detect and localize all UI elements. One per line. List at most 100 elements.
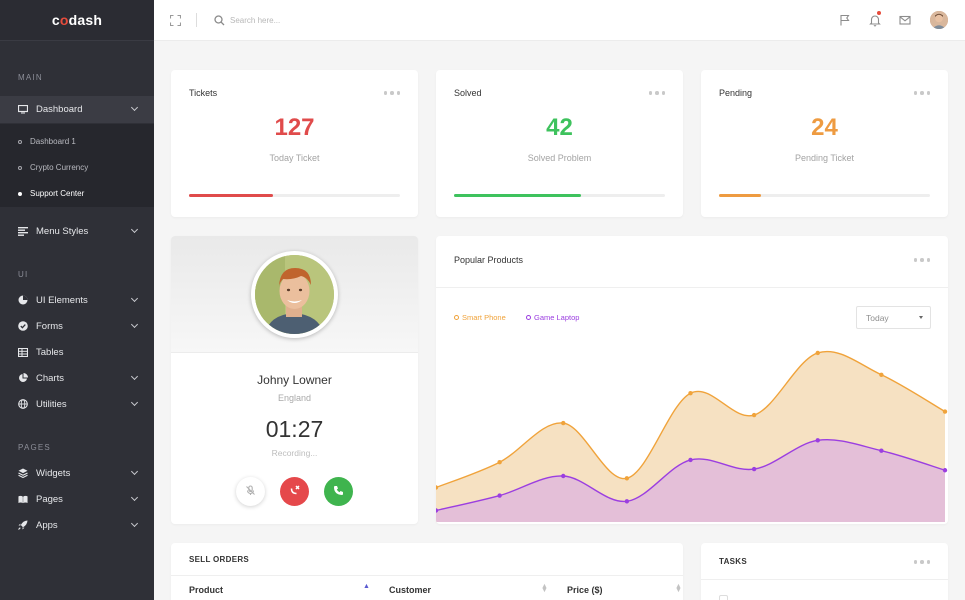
mute-button[interactable] bbox=[236, 477, 265, 506]
task-checkbox[interactable] bbox=[719, 595, 728, 600]
stat-subtitle: Solved Problem bbox=[527, 153, 592, 163]
divider bbox=[171, 575, 683, 576]
more-options-icon[interactable] bbox=[648, 91, 665, 95]
data-point[interactable] bbox=[688, 391, 693, 396]
sidebar-item-forms[interactable]: Forms bbox=[0, 313, 154, 339]
user-avatar[interactable] bbox=[930, 11, 948, 29]
mail-icon[interactable] bbox=[898, 13, 912, 27]
sidebar-item-tables[interactable]: Tables bbox=[0, 339, 154, 365]
data-point[interactable] bbox=[561, 420, 566, 426]
data-point[interactable] bbox=[436, 508, 439, 513]
stat-value: 42 bbox=[546, 114, 573, 141]
legend-item-game-laptop[interactable]: Game Laptop bbox=[526, 313, 579, 322]
book-icon bbox=[18, 494, 28, 504]
phone-icon bbox=[333, 484, 344, 499]
chevron-down-icon bbox=[130, 372, 139, 381]
flag-icon[interactable] bbox=[838, 13, 852, 27]
progress-bar bbox=[454, 194, 665, 197]
chevron-down-icon bbox=[130, 519, 139, 528]
sort-icon[interactable]: ▲ ▼ bbox=[675, 583, 682, 594]
data-point[interactable] bbox=[942, 468, 948, 473]
brand-logo[interactable]: c o dash bbox=[0, 0, 154, 41]
chevron-down-icon bbox=[130, 103, 139, 112]
submenu-item-label: Crypto Currency bbox=[30, 163, 89, 172]
monitor-icon bbox=[18, 105, 28, 115]
sidebar-item-dashboard[interactable]: Dashboard bbox=[0, 96, 154, 123]
data-point[interactable] bbox=[879, 448, 884, 453]
sidebar-item-ui-elements[interactable]: UI Elements bbox=[0, 287, 154, 313]
column-header-price[interactable]: Price ($) bbox=[567, 585, 603, 595]
column-header-customer[interactable]: Customer bbox=[389, 585, 432, 595]
section-title-pages: PAGES bbox=[18, 443, 51, 452]
mic-off-icon bbox=[245, 484, 256, 499]
section-title-main: MAIN bbox=[18, 73, 43, 82]
end-call-button[interactable] bbox=[280, 477, 309, 506]
check-circle-icon bbox=[18, 321, 28, 331]
data-point[interactable] bbox=[624, 476, 630, 481]
period-select[interactable]: Today bbox=[856, 306, 931, 329]
stat-subtitle: Pending Ticket bbox=[794, 153, 855, 163]
series-area-1 bbox=[436, 439, 945, 522]
more-options-icon[interactable] bbox=[913, 258, 930, 262]
topbar bbox=[154, 0, 965, 41]
sidebar-item-menu-styles[interactable]: Menu Styles bbox=[0, 218, 154, 244]
chevron-down-icon bbox=[130, 225, 139, 234]
submenu-item-crypto-currency[interactable]: Crypto Currency bbox=[18, 163, 88, 172]
profile-country: England bbox=[277, 393, 312, 403]
card-header bbox=[436, 236, 948, 288]
progress-fill bbox=[719, 194, 762, 197]
data-point[interactable] bbox=[815, 438, 820, 443]
sell-orders-card: SELL ORDERS Product ▲ Customer ▲ ▼ Price … bbox=[171, 543, 683, 600]
sidebar-item-utilities[interactable]: Utilities bbox=[0, 391, 154, 417]
progress-bar bbox=[189, 194, 400, 197]
data-point[interactable] bbox=[751, 412, 757, 418]
sidebar-item-apps[interactable]: Apps bbox=[0, 512, 154, 538]
fullscreen-icon[interactable] bbox=[169, 14, 182, 27]
sidebar-item-charts[interactable]: Charts bbox=[0, 365, 154, 391]
data-point[interactable] bbox=[942, 409, 948, 414]
sort-asc-icon[interactable]: ▲ bbox=[363, 583, 370, 590]
sidebar-item-label: Utilities bbox=[36, 398, 67, 410]
data-point[interactable] bbox=[497, 460, 502, 465]
search-icon[interactable] bbox=[214, 14, 225, 26]
stat-card-pending: Pending 24 Pending Ticket bbox=[701, 70, 948, 217]
data-point[interactable] bbox=[436, 485, 439, 490]
more-options-icon[interactable] bbox=[913, 91, 930, 95]
stat-card-solved: Solved 42 Solved Problem bbox=[436, 70, 683, 217]
sidebar-item-label: Charts bbox=[36, 372, 64, 384]
search-input[interactable] bbox=[230, 12, 430, 28]
more-options-icon[interactable] bbox=[913, 560, 930, 564]
brand-text-suffix: dash bbox=[68, 12, 103, 28]
submenu-item-label: Dashboard 1 bbox=[30, 137, 76, 146]
call-timer: 01:27 bbox=[265, 416, 324, 442]
sidebar-item-pages[interactable]: Pages bbox=[0, 486, 154, 512]
card-title: Solved bbox=[454, 88, 482, 98]
column-header-product[interactable]: Product bbox=[189, 585, 224, 595]
align-left-icon bbox=[18, 226, 28, 236]
progress-fill bbox=[189, 194, 274, 197]
layers-icon bbox=[18, 468, 28, 478]
answer-call-button[interactable] bbox=[324, 477, 353, 506]
data-point[interactable] bbox=[751, 466, 757, 472]
data-point[interactable] bbox=[815, 350, 820, 356]
more-options-icon[interactable] bbox=[383, 91, 400, 95]
sort-icon[interactable]: ▲ ▼ bbox=[541, 583, 548, 594]
sidebar-item-label: Dashboard bbox=[36, 104, 83, 115]
sidebar-item-widgets[interactable]: Widgets bbox=[0, 460, 154, 486]
data-point[interactable] bbox=[561, 473, 566, 479]
call-status: Recording... bbox=[271, 448, 318, 458]
submenu-item-dashboard-1[interactable]: Dashboard 1 bbox=[18, 137, 76, 146]
data-point[interactable] bbox=[624, 499, 630, 504]
stat-subtitle: Today Ticket bbox=[269, 153, 320, 163]
submenu-item-support-center[interactable]: Support Center bbox=[18, 189, 84, 198]
series-line-0 bbox=[436, 350, 946, 489]
legend-item-smart-phone[interactable]: Smart Phone bbox=[454, 313, 506, 322]
chevron-down-icon bbox=[130, 294, 139, 303]
data-point[interactable] bbox=[497, 493, 502, 498]
data-point[interactable] bbox=[688, 457, 693, 463]
phone-hangup-icon bbox=[289, 484, 301, 499]
data-point[interactable] bbox=[879, 372, 884, 377]
bullet-icon bbox=[18, 139, 22, 144]
chevron-down-icon bbox=[130, 398, 139, 407]
bell-icon[interactable] bbox=[868, 13, 882, 27]
